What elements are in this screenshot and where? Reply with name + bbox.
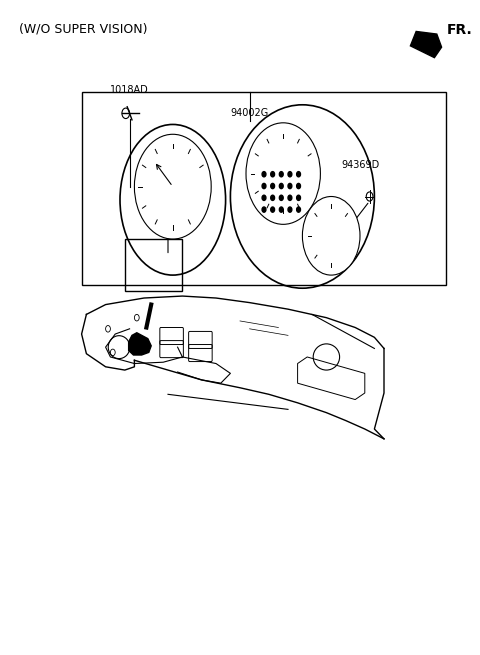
Circle shape	[262, 183, 266, 189]
Bar	[82, 92, 446, 285]
Text: 94369D: 94369D	[341, 160, 379, 170]
Circle shape	[279, 183, 283, 189]
Circle shape	[271, 207, 275, 212]
Text: 94002G: 94002G	[230, 108, 269, 118]
Circle shape	[288, 195, 292, 200]
Circle shape	[262, 195, 266, 200]
Circle shape	[279, 195, 283, 200]
Circle shape	[271, 172, 275, 177]
Polygon shape	[129, 333, 151, 355]
Ellipse shape	[302, 196, 360, 275]
Text: 1018AD: 1018AD	[110, 85, 149, 95]
Circle shape	[297, 172, 300, 177]
Circle shape	[288, 172, 292, 177]
Circle shape	[297, 195, 300, 200]
Text: (W/O SUPER VISION): (W/O SUPER VISION)	[19, 23, 148, 36]
Circle shape	[297, 207, 300, 212]
Circle shape	[288, 207, 292, 212]
Circle shape	[297, 183, 300, 189]
Text: 94370A: 94370A	[140, 180, 177, 190]
Ellipse shape	[134, 134, 211, 239]
Circle shape	[279, 172, 283, 177]
Ellipse shape	[246, 123, 321, 224]
Circle shape	[271, 183, 275, 189]
Circle shape	[271, 195, 275, 200]
Circle shape	[262, 207, 266, 212]
Circle shape	[262, 172, 266, 177]
Polygon shape	[410, 31, 442, 58]
Circle shape	[279, 207, 283, 212]
Circle shape	[288, 183, 292, 189]
Text: FR.: FR.	[446, 23, 472, 37]
